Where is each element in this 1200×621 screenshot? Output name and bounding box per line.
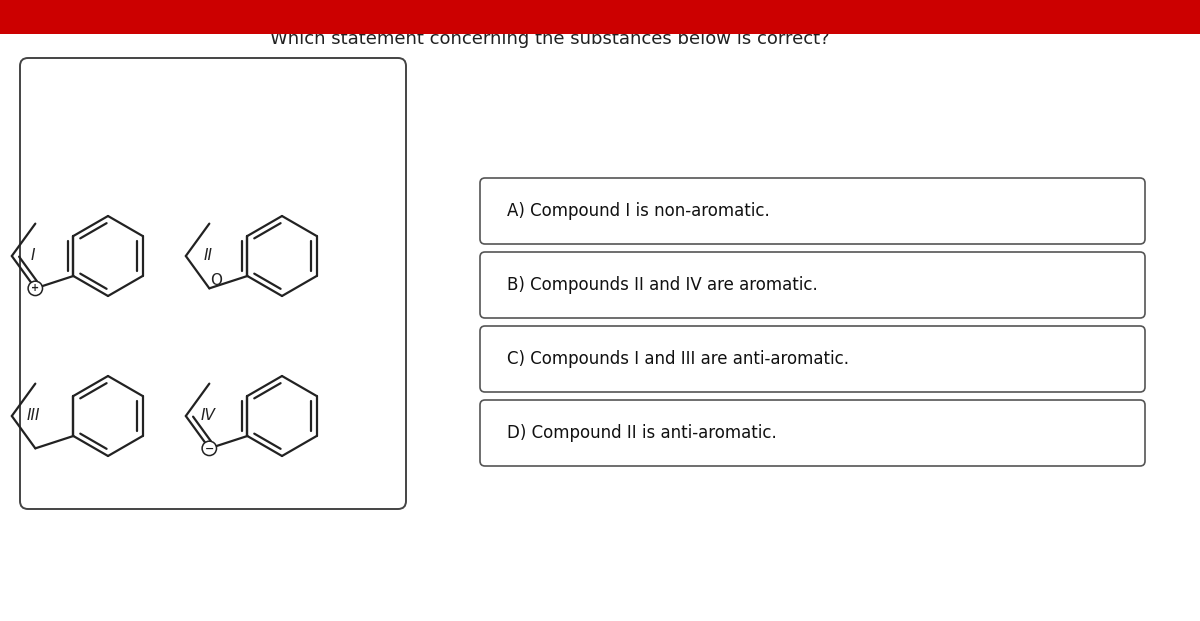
Text: C) Compounds I and III are anti-aromatic.: C) Compounds I and III are anti-aromatic… — [506, 350, 850, 368]
Bar — [0, 0, 1200, 34]
FancyBboxPatch shape — [480, 252, 1145, 318]
Text: B) Compounds II and IV are aromatic.: B) Compounds II and IV are aromatic. — [506, 276, 817, 294]
Circle shape — [28, 281, 42, 296]
Text: III: III — [26, 409, 40, 424]
Text: II: II — [204, 248, 212, 263]
Text: I: I — [31, 248, 35, 263]
FancyBboxPatch shape — [20, 58, 406, 509]
Text: A) Compound I is non-aromatic.: A) Compound I is non-aromatic. — [506, 202, 769, 220]
Text: D) Compound II is anti-aromatic.: D) Compound II is anti-aromatic. — [506, 424, 776, 442]
Circle shape — [202, 441, 216, 456]
Text: +: + — [31, 283, 40, 293]
Text: IV: IV — [200, 409, 216, 424]
Text: O: O — [210, 273, 222, 288]
FancyBboxPatch shape — [480, 400, 1145, 466]
FancyBboxPatch shape — [480, 326, 1145, 392]
Text: −: − — [205, 443, 214, 453]
Text: Which statement concerning the substances below is correct?: Which statement concerning the substance… — [270, 30, 830, 48]
FancyBboxPatch shape — [480, 178, 1145, 244]
